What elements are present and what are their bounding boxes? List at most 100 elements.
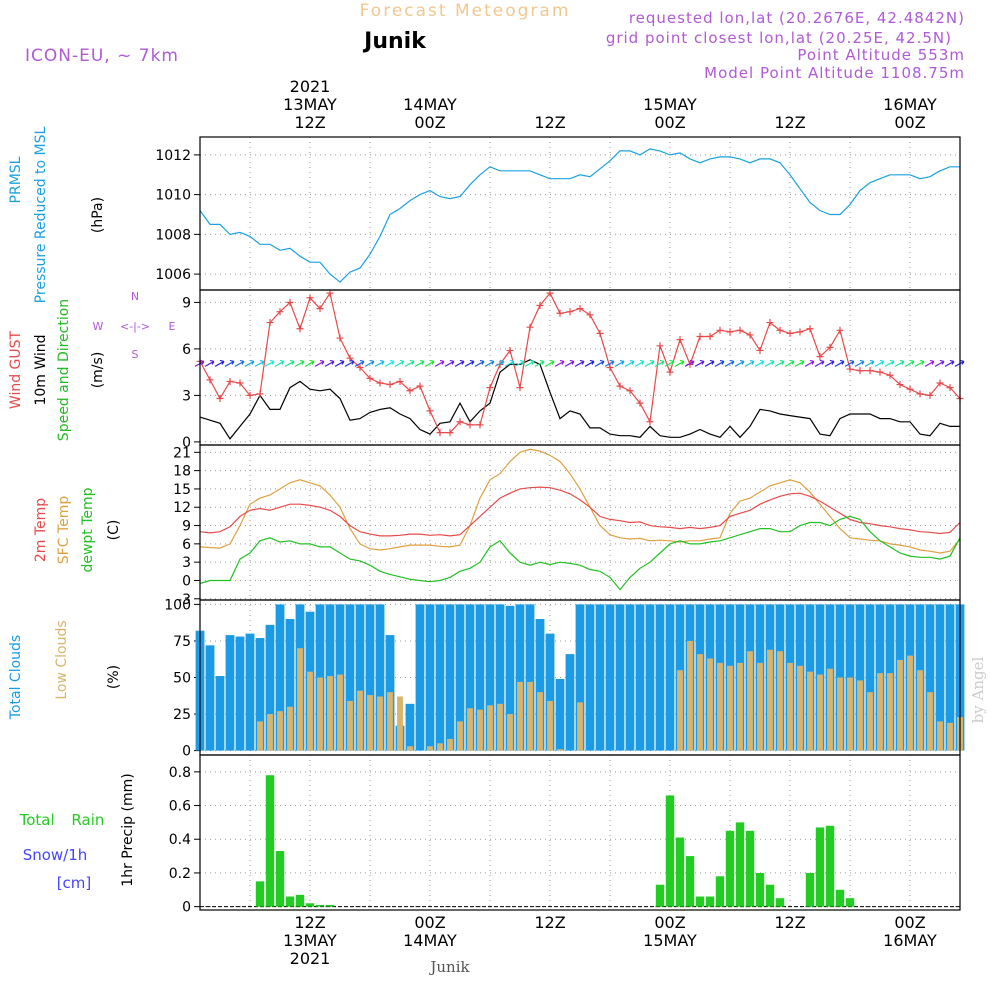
direction-arrow [364,359,375,367]
low-cloud-bar [837,677,843,751]
direction-arrow [834,359,845,367]
low-cloud-bar [257,721,263,751]
y-tick-label: 0 [182,744,191,760]
gust-marker [766,319,774,327]
total-cloud-bar [925,604,935,751]
gust-marker [386,381,394,389]
y-tick-label: 9 [182,295,191,311]
y-tick-label: 21 [173,445,191,461]
rain-bar [665,795,675,907]
y-tick-label: 1008 [155,227,191,243]
gust-marker [236,379,244,387]
direction-arrow [294,359,305,367]
rain-bar [255,881,265,907]
total-cloud-bar [425,604,435,751]
low-cloud-bar [437,743,443,751]
low-cloud-bar [507,714,513,751]
gust-marker [946,384,954,392]
total-clouds-label: Total Clouds [8,635,24,720]
low-cloud-bar [677,670,683,751]
direction-arrow [864,359,875,367]
gust-marker [906,385,914,393]
bottom-time-label: 00Z [654,913,685,932]
total-cloud-bar [945,604,955,751]
y-tick-label: 3 [182,555,191,571]
total-cloud-bar [215,676,225,751]
direction-arrow [334,359,345,367]
direction-arrow [514,359,525,367]
gust-marker [876,368,884,376]
snow-label: Snow/1h [23,846,88,864]
gust-marker [816,353,824,361]
direction-arrow [314,359,325,367]
direction-arrow [824,359,835,367]
low-cloud-bar [897,659,903,751]
direction-arrow [244,359,255,367]
direction-arrow [224,359,235,367]
total-cloud-bar [475,604,485,751]
low-cloud-bar [807,671,813,751]
direction-arrow [944,359,955,367]
low-cloud-bar [517,681,523,751]
rain-bar [655,884,665,907]
low-cloud-bar [307,671,313,751]
gust-marker [896,381,904,389]
panel-pressure: 1006 1008 1010 1012 PRMSL Pressure Reduced to… [8,126,961,303]
total-cloud-bar [595,604,605,751]
total-cloud-bar [375,604,385,751]
y-tick-label: 25 [173,707,191,723]
total-cloud-bar [225,635,235,751]
bottom-time-label: 00Z [414,913,445,932]
low-cloud-bar [817,674,823,751]
clouds-unit: (%) [106,665,122,689]
low-cloud-bar [697,654,703,751]
gust-marker [476,421,484,429]
total-cloud-bar [485,604,495,751]
gust-marker [696,333,704,340]
frame-precip [199,754,961,911]
top-time-label: 16MAY [883,95,937,114]
pressure-series [199,148,960,283]
gust-marker [506,346,514,354]
direction-arrow [914,359,925,367]
low-cloud-bar [347,700,353,751]
direction-arrow [614,359,625,367]
direction-arrow [284,359,295,367]
low-clouds-label: Low Clouds [54,620,70,699]
gust-marker [206,376,214,384]
rain-bar [765,884,775,907]
y-tick-label: 0.2 [169,866,191,882]
temp2m-label: 2m Temp [33,498,49,562]
top-time-label: 13MAY [283,95,337,114]
rain-bar [715,876,725,907]
pressure-label-short: PRMSL [8,156,24,203]
gust-marker [716,326,724,334]
rain-bar [305,903,315,907]
panel-wind: 0 3 6 9 Wind GUST 10m Wind Speed and Direction… [8,289,965,451]
total-cloud-bar [665,604,675,751]
gust-marker [806,325,814,333]
direction-arrow [644,359,655,367]
direction-arrow [214,359,225,367]
frame-pressure [199,136,961,291]
y-tick-label: 12 [173,500,191,516]
top-time-label: 12Z [774,113,805,132]
total-cloud-bar [635,604,645,751]
gust-marker [796,328,804,336]
gust-marker [436,429,444,437]
total-rain-label: Total Rain [19,811,105,829]
direction-arrow [564,359,575,367]
low-cloud-bar [297,648,303,751]
gust-marker [246,391,254,399]
direction-arrow [434,359,445,367]
gust-marker [466,421,474,429]
total-cloud-bar [355,604,365,751]
direction-arrow [814,359,825,367]
direction-arrow [904,359,915,367]
bottom-time-label: 12Z [774,913,805,932]
compass-e: E [169,320,176,333]
wind-gust-series [199,291,961,434]
bottom-time-label: 2021 [290,949,331,968]
total-cloud-bar [655,604,665,751]
gust-marker [516,384,524,392]
